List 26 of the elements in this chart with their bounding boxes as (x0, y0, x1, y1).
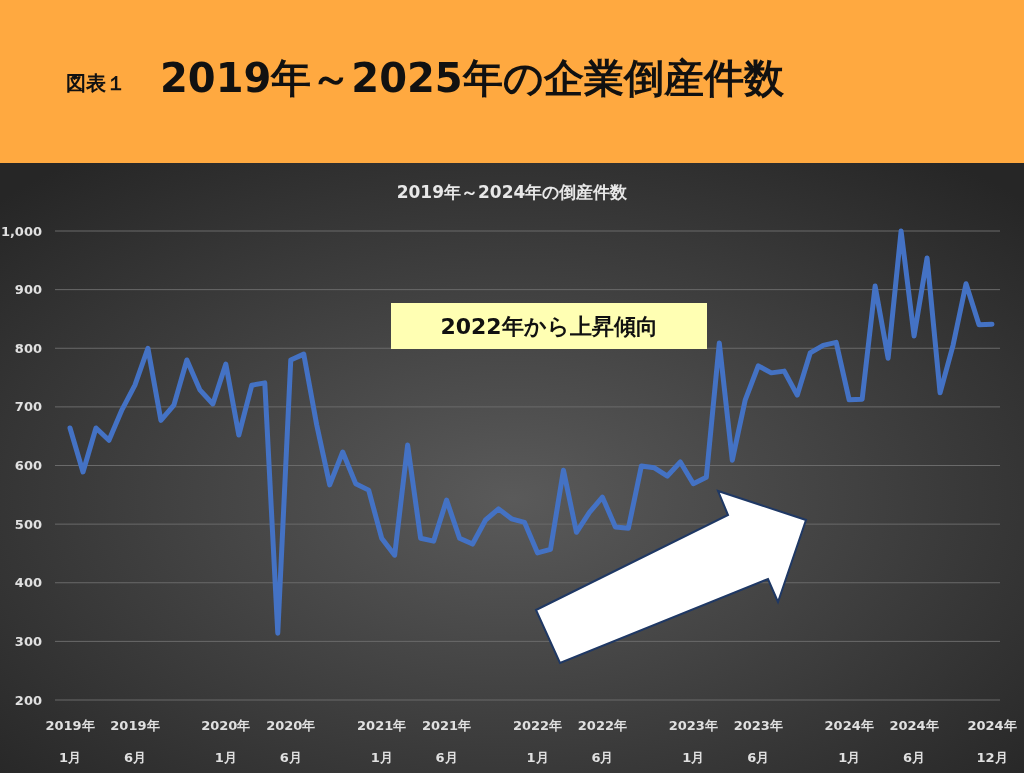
category-label: 2021年 1月 (357, 718, 407, 765)
y-tick-label: 300 (14, 633, 42, 649)
category-label: 2022年 6月 (577, 718, 628, 765)
y-tick-label: 700 (14, 399, 42, 415)
category-label: 2024年 6月 (889, 718, 939, 765)
category-label: 2021年 6月 (422, 718, 472, 765)
category-label: 2022年 1月 (512, 718, 563, 765)
category-label: 2024年 1月 (824, 718, 874, 765)
category-label: 2024年 12月 (967, 718, 1017, 765)
y-tick-label: 400 (14, 575, 42, 591)
category-label: 2020年 1月 (201, 718, 251, 765)
y-tick-label: 1,000 (0, 223, 42, 239)
annotation: 2022年から上昇傾向 (440, 313, 658, 339)
category-label: 2023年 1月 (668, 718, 718, 765)
y-tick-label: 900 (14, 282, 42, 298)
y-tick-label: 200 (14, 692, 42, 708)
text: 図表１ (66, 71, 126, 95)
category-label: 2019年 1月 (45, 718, 95, 765)
chart-title: 2019年～2025年の企業倒産件数 (160, 55, 785, 101)
category-label: 2020年 6月 (266, 718, 316, 765)
chart-subtitle: 2019年～2024年の倒産件数 (396, 182, 629, 202)
category-label: 2019年 6月 (110, 718, 160, 765)
y-tick-label: 800 (14, 340, 42, 356)
category-label: 2023年 6月 (733, 718, 783, 765)
y-tick-label: 500 (14, 516, 42, 532)
y-tick-label: 600 (14, 458, 42, 474)
